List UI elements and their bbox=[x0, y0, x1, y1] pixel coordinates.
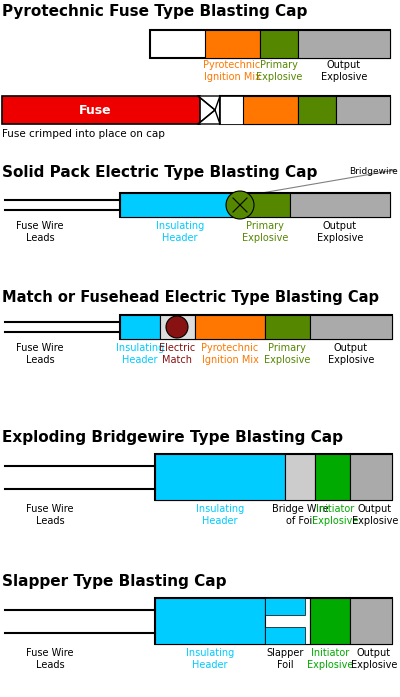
Bar bbox=[155, 598, 265, 644]
Bar bbox=[160, 315, 195, 339]
Bar bbox=[220, 96, 258, 124]
Text: Insulating
Header: Insulating Header bbox=[156, 221, 204, 243]
Text: Fuse Wire
Leads: Fuse Wire Leads bbox=[16, 221, 64, 243]
Text: Initiator
Explosive: Initiator Explosive bbox=[307, 648, 353, 670]
Bar bbox=[120, 193, 390, 217]
Bar bbox=[310, 598, 350, 644]
Bar bbox=[243, 96, 298, 124]
Bar bbox=[350, 454, 392, 500]
Bar bbox=[265, 627, 305, 644]
Text: Bridge Wire
of Foil: Bridge Wire of Foil bbox=[272, 504, 328, 526]
Bar bbox=[290, 193, 390, 217]
Bar bbox=[315, 454, 350, 500]
Text: Output
Explosive: Output Explosive bbox=[328, 343, 374, 365]
Text: Match or Fusehead Electric Type Blasting Cap: Match or Fusehead Electric Type Blasting… bbox=[2, 290, 379, 305]
Bar bbox=[310, 315, 392, 339]
Bar bbox=[298, 30, 390, 58]
Text: Insulating
Header: Insulating Header bbox=[186, 648, 234, 670]
Text: Fuse crimped into place on cap: Fuse crimped into place on cap bbox=[2, 129, 165, 139]
Text: Output
Explosive: Output Explosive bbox=[317, 221, 363, 243]
Circle shape bbox=[226, 191, 254, 219]
Text: Pyrotechnic
Ignition Mix: Pyrotechnic Ignition Mix bbox=[203, 60, 261, 82]
Bar bbox=[285, 454, 315, 500]
Bar bbox=[155, 454, 285, 500]
Text: Insulating
Header: Insulating Header bbox=[196, 504, 244, 526]
Text: Fuse Wire
Leads: Fuse Wire Leads bbox=[26, 648, 74, 670]
Text: Exploding Bridgewire Type Blasting Cap: Exploding Bridgewire Type Blasting Cap bbox=[2, 430, 343, 445]
Text: Output
Explosive: Output Explosive bbox=[351, 648, 397, 670]
Text: Fuse Wire
Leads: Fuse Wire Leads bbox=[26, 504, 74, 526]
Text: Primary
Explosive: Primary Explosive bbox=[264, 343, 310, 365]
Text: Pyrotechnic
Ignition Mix: Pyrotechnic Ignition Mix bbox=[201, 343, 259, 365]
Polygon shape bbox=[198, 96, 220, 124]
Bar bbox=[205, 30, 260, 58]
Text: Slapper Type Blasting Cap: Slapper Type Blasting Cap bbox=[2, 574, 226, 589]
Bar bbox=[120, 315, 160, 339]
Text: Bridgewire: Bridgewire bbox=[349, 167, 398, 176]
Text: Initiator
Explosive: Initiator Explosive bbox=[312, 504, 358, 526]
Bar bbox=[336, 96, 390, 124]
Bar bbox=[150, 30, 390, 58]
Bar bbox=[298, 96, 336, 124]
Bar bbox=[265, 598, 310, 644]
Bar bbox=[350, 598, 392, 644]
Text: Output
Explosive: Output Explosive bbox=[352, 504, 398, 526]
Bar bbox=[195, 315, 265, 339]
Text: Electric
Match: Electric Match bbox=[159, 343, 195, 365]
Text: Primary
Explosive: Primary Explosive bbox=[242, 221, 288, 243]
Bar bbox=[120, 193, 240, 217]
Bar bbox=[2, 96, 200, 124]
Bar bbox=[220, 96, 390, 124]
Text: Slapper
Foil: Slapper Foil bbox=[266, 648, 304, 670]
Bar bbox=[155, 598, 392, 644]
Bar bbox=[120, 315, 392, 339]
Text: Fuse: Fuse bbox=[79, 103, 111, 116]
Text: Insulating
Header: Insulating Header bbox=[116, 343, 164, 365]
Bar bbox=[265, 315, 310, 339]
Text: Pyrotechnic Fuse Type Blasting Cap: Pyrotechnic Fuse Type Blasting Cap bbox=[2, 4, 307, 19]
Bar bbox=[265, 598, 305, 615]
Text: Output
Explosive: Output Explosive bbox=[321, 60, 367, 82]
Text: Solid Pack Electric Type Blasting Cap: Solid Pack Electric Type Blasting Cap bbox=[2, 165, 317, 180]
Circle shape bbox=[166, 316, 188, 338]
Bar bbox=[155, 454, 392, 500]
Text: Primary
Explosive: Primary Explosive bbox=[256, 60, 302, 82]
Text: Fuse Wire
Leads: Fuse Wire Leads bbox=[16, 343, 64, 365]
Bar bbox=[240, 193, 290, 217]
Bar bbox=[260, 30, 298, 58]
